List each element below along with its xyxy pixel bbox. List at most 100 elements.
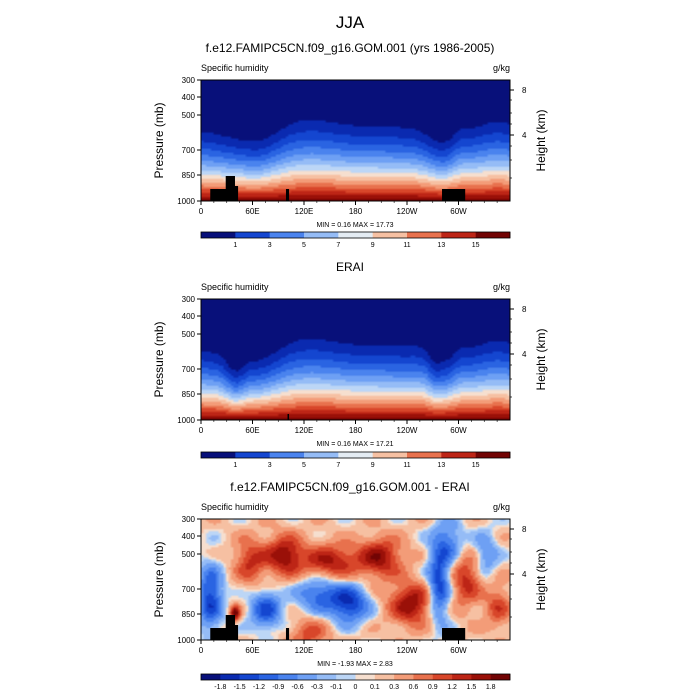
- colorbar-swatch: [258, 674, 279, 680]
- colorbar-frame: [200, 231, 511, 239]
- variable-label: Specific humidity: [201, 63, 269, 73]
- colorbar-swatch: [235, 452, 270, 458]
- colorbar-label: 9: [371, 242, 375, 249]
- colorbar-swatch: [304, 452, 339, 458]
- colorbar-swatch: [452, 674, 472, 680]
- colorbar-swatch: [407, 232, 442, 238]
- ytick-label: 500: [182, 550, 196, 559]
- terrain-block: [442, 628, 466, 640]
- colorbar-label: -0.3: [311, 684, 323, 691]
- colorbar-swatch: [374, 674, 395, 680]
- colorbar-swatch: [304, 232, 339, 238]
- colorbar-label: -1.8: [214, 684, 226, 691]
- colorbar-swatch: [239, 674, 260, 680]
- colorbar-label: -0.9: [272, 684, 284, 691]
- xtick-label: 60W: [450, 646, 467, 655]
- colorbar-label: 0.6: [409, 684, 419, 691]
- xtick-label: 180: [349, 646, 363, 655]
- ytick-label: 700: [182, 585, 196, 594]
- xtick-label: 60E: [245, 207, 259, 216]
- colorbar-swatch: [413, 674, 434, 680]
- heatmap-field: [201, 519, 510, 640]
- ytick-label: 400: [182, 532, 196, 541]
- colorbar-label: 7: [336, 242, 340, 249]
- ytick-label: 500: [182, 111, 196, 120]
- colorbar-swatch: [220, 674, 240, 680]
- colorbar-swatch: [338, 452, 373, 458]
- ytick-label: 300: [182, 515, 196, 524]
- terrain-block: [234, 625, 239, 640]
- colorbar: -1.8 -1.5 -1.2 -0.9 -0.6 -0.3 -0.1 0 0.1 0.3 0.6 0.…: [200, 673, 511, 691]
- colorbar-swatch: [316, 674, 337, 680]
- colorbar: 1 3 5 7 9 11 13 15: [200, 231, 511, 249]
- colorbar-swatch: [235, 232, 270, 238]
- colorbar-label: 11: [403, 242, 410, 249]
- colorbar-swatch: [336, 674, 356, 680]
- colorbar-swatch: [338, 232, 373, 238]
- colorbar-swatch: [372, 232, 408, 238]
- colorbar-swatch: [201, 452, 236, 458]
- heatmap-field: [201, 299, 510, 420]
- colorbar-swatch: [269, 232, 305, 238]
- xtick-label: 60W: [450, 207, 467, 216]
- ytick-label: 850: [182, 171, 196, 180]
- y2tick-label: 4: [522, 131, 527, 140]
- xtick-label: 60E: [245, 426, 259, 435]
- xtick-label: 180: [349, 426, 363, 435]
- colorbar-label: 15: [472, 242, 480, 249]
- xtick-label: 60W: [450, 426, 467, 435]
- terrain-block: [442, 189, 466, 201]
- colorbar-swatch: [441, 232, 476, 238]
- colorbar-label: 13: [437, 462, 445, 469]
- terrain-block: [285, 628, 290, 640]
- terrain-block: [225, 176, 235, 201]
- figure-title: JJA: [336, 13, 365, 32]
- units-label: g/kg: [493, 63, 510, 73]
- y2tick-label: 8: [522, 86, 527, 95]
- colorbar: 1 3 5 7 9 11 13 15: [200, 451, 511, 469]
- xtick-label: 120E: [295, 646, 314, 655]
- colorbar-swatch: [201, 232, 236, 238]
- variable-label: Specific humidity: [201, 282, 269, 292]
- colorbar-label: 3: [268, 242, 272, 249]
- colorbar-swatch: [471, 674, 491, 680]
- terrain-block: [234, 186, 239, 201]
- colorbar-label: 7: [336, 462, 340, 469]
- y2tick-label: 8: [522, 525, 527, 534]
- panel-title: f.e12.FAMIPC5CN.f09_g16.GOM.001 - ERAI: [230, 480, 469, 494]
- colorbar-label: 11: [403, 462, 410, 469]
- colorbar-swatch: [475, 232, 511, 238]
- colorbar-label: -0.6: [292, 684, 304, 691]
- ytick-label: 400: [182, 93, 196, 102]
- colorbar-label: 5: [302, 242, 306, 249]
- variable-label: Specific humidity: [201, 502, 269, 512]
- colorbar-label: 1.2: [447, 684, 457, 691]
- min-max-stats: MIN = 0.16 MAX = 17.21: [316, 441, 393, 448]
- y-axis-label: Pressure (mb): [152, 321, 166, 397]
- panel-title: f.e12.FAMIPC5CN.f09_g16.GOM.001 (yrs 198…: [206, 41, 495, 55]
- ytick-label: 300: [182, 295, 196, 304]
- colorbar-label: -0.1: [330, 684, 342, 691]
- xtick-label: 180: [349, 207, 363, 216]
- ytick-label: 1000: [177, 197, 195, 206]
- ytick-label: 300: [182, 76, 196, 85]
- colorbar-label: 1.5: [467, 684, 477, 691]
- colorbar-label: 1.8: [486, 684, 496, 691]
- y2-axis-label: Height (km): [534, 109, 548, 171]
- panel-title: ERAI: [336, 260, 364, 274]
- colorbar-frame: [200, 673, 511, 681]
- xtick-label: 0: [199, 207, 204, 216]
- colorbar-swatch: [297, 674, 318, 680]
- colorbar-swatch: [490, 674, 511, 680]
- ytick-label: 400: [182, 312, 196, 321]
- colorbar-swatch: [269, 452, 305, 458]
- colorbar-label: 0: [354, 684, 358, 691]
- colorbar-swatch: [355, 674, 376, 680]
- y2tick-label: 4: [522, 350, 527, 359]
- y-axis-label: Pressure (mb): [152, 102, 166, 178]
- colorbar-swatch: [278, 674, 298, 680]
- colorbar-swatch: [475, 452, 511, 458]
- terrain-block: [225, 615, 235, 640]
